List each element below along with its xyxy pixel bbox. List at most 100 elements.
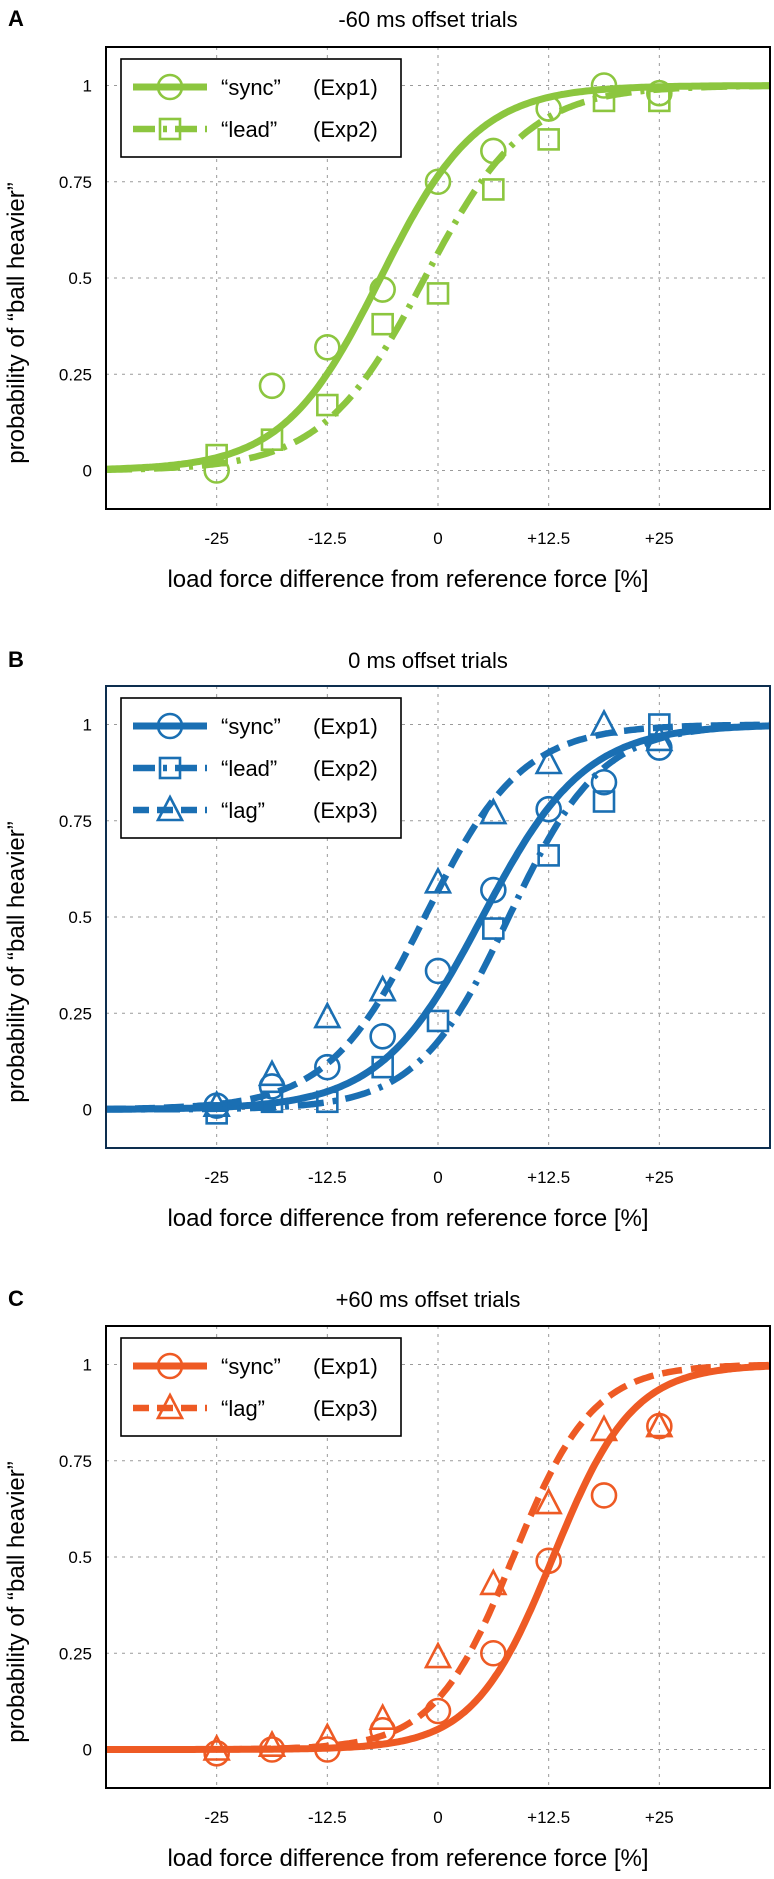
panel-label: B [8, 647, 24, 672]
data-point-square [537, 128, 560, 151]
data-point-circle [424, 957, 452, 985]
legend-label: “lag” [221, 1396, 265, 1421]
fit-curve-square [106, 722, 770, 1113]
legend-experiment: (Exp1) [313, 75, 378, 100]
data-point-square [592, 790, 616, 813]
data-point-circle [590, 1482, 618, 1509]
legend: “sync” (Exp1) “lead” (Exp2) [120, 58, 402, 158]
data-point-triangle [368, 1702, 397, 1730]
data-point-square [260, 428, 284, 452]
data-point-circle [258, 372, 286, 400]
y-tick-label: 1 [83, 1356, 92, 1375]
y-axis-label: probability of “ball heavier” [3, 1461, 30, 1742]
legend-experiment: (Exp2) [313, 117, 378, 142]
y-tick-label: 0.75 [59, 812, 92, 831]
y-tick-label: 0.25 [59, 1644, 92, 1663]
x-tick-label: -12.5 [308, 1808, 347, 1827]
data-point-circle [314, 1053, 341, 1081]
x-axis-label: load force difference from reference for… [167, 1845, 648, 1872]
x-tick-label: -12.5 [308, 1168, 347, 1187]
data-point-square [316, 393, 339, 417]
data-point-square [205, 443, 228, 467]
data-point-square [592, 89, 616, 113]
x-tick-label: +12.5 [527, 529, 570, 548]
y-tick-label: 0.75 [59, 173, 92, 192]
y-tick-label: 0.5 [68, 1548, 92, 1567]
legend-experiment: (Exp2) [313, 756, 378, 781]
plot-frame [105, 1325, 771, 1789]
y-tick-label: 0.75 [59, 1452, 92, 1471]
legend-marker-circle [156, 73, 184, 101]
data-point-triangle [257, 1729, 287, 1757]
y-axis-label: probability of “ball heavier” [3, 182, 30, 463]
legend-experiment: (Exp1) [313, 714, 378, 739]
y-tick-label: 1 [83, 716, 92, 735]
data-point-triangle [423, 866, 453, 894]
x-tick-label: 0 [433, 1808, 442, 1827]
data-point-triangle [589, 1414, 619, 1442]
data-point-triangle [202, 1733, 231, 1761]
x-tick-label: -25 [204, 1808, 229, 1827]
data-point-square [482, 917, 505, 940]
data-point-circle [646, 79, 673, 107]
legend-label: “lead” [221, 117, 277, 142]
data-point-circle [424, 168, 452, 196]
legend-marker-circle [156, 712, 184, 740]
data-point-triangle [313, 1722, 342, 1750]
x-tick-label: -25 [204, 1168, 229, 1187]
legend-experiment: (Exp1) [313, 1354, 378, 1379]
legend-box [120, 1337, 402, 1437]
data-point-circle [535, 1547, 562, 1575]
fit-curve-circle [106, 1362, 770, 1753]
data-point-circle [203, 457, 230, 484]
data-point-square [260, 1090, 284, 1114]
panel-label: A [8, 6, 24, 31]
data-point-square [371, 312, 394, 336]
data-point-circle [590, 768, 618, 796]
y-axis-label: probability of “ball heavier” [3, 821, 30, 1102]
data-point-square [537, 844, 560, 867]
data-point-triangle [202, 1089, 231, 1117]
legend-box [120, 697, 402, 839]
legend-label: “lag” [221, 798, 265, 823]
data-point-square [371, 1055, 394, 1079]
data-point-circle [480, 137, 507, 165]
data-point-triangle [423, 1641, 453, 1669]
data-point-circle [258, 1736, 286, 1763]
data-point-square [648, 89, 671, 113]
data-point-circle [590, 72, 618, 99]
legend-label: “sync” [221, 1354, 281, 1379]
x-tick-label: 0 [433, 529, 442, 548]
data-point-triangle [257, 1059, 287, 1087]
y-tick-label: 0.5 [68, 269, 92, 288]
data-point-square [648, 713, 671, 736]
data-point-triangle [479, 1568, 508, 1596]
data-point-triangle [368, 974, 397, 1002]
legend-label: “sync” [221, 75, 281, 100]
chart-panel-c: C +60 ms offset trials -25 -12.5 0 +12.5 +25 0 0… [3, 1286, 771, 1872]
x-tick-label: -25 [204, 529, 229, 548]
chart-title: -60 ms offset trials [338, 7, 517, 32]
legend-experiment: (Exp3) [313, 798, 378, 823]
x-axis-label: load force difference from reference for… [167, 566, 648, 593]
y-tick-label: 0.25 [59, 365, 92, 384]
x-axis-label: load force difference from reference for… [167, 1205, 648, 1232]
data-point-circle [535, 795, 562, 823]
data-point-circle [369, 1023, 396, 1050]
x-tick-label: +12.5 [527, 1808, 570, 1827]
x-tick-label: +25 [645, 529, 674, 548]
legend: “sync” (Exp1) “lead” (Exp2) “lag” (Exp3) [120, 697, 402, 839]
y-tick-label: 1 [83, 77, 92, 96]
data-point-circle [203, 1740, 230, 1767]
data-point-triangle [589, 708, 619, 736]
data-point-triangle [534, 1487, 563, 1515]
data-point-triangle [534, 747, 563, 775]
y-tick-label: 0 [83, 462, 92, 481]
data-point-triangle [313, 1001, 342, 1029]
chart-title: 0 ms offset trials [348, 648, 508, 673]
panel-label: C [8, 1286, 24, 1311]
data-point-triangle [479, 797, 508, 825]
data-point-triangle [645, 724, 674, 752]
chart-panel-b: B 0 ms offset trials -25 -12.5 0 +12.5 +25 0 0.2… [3, 647, 771, 1232]
